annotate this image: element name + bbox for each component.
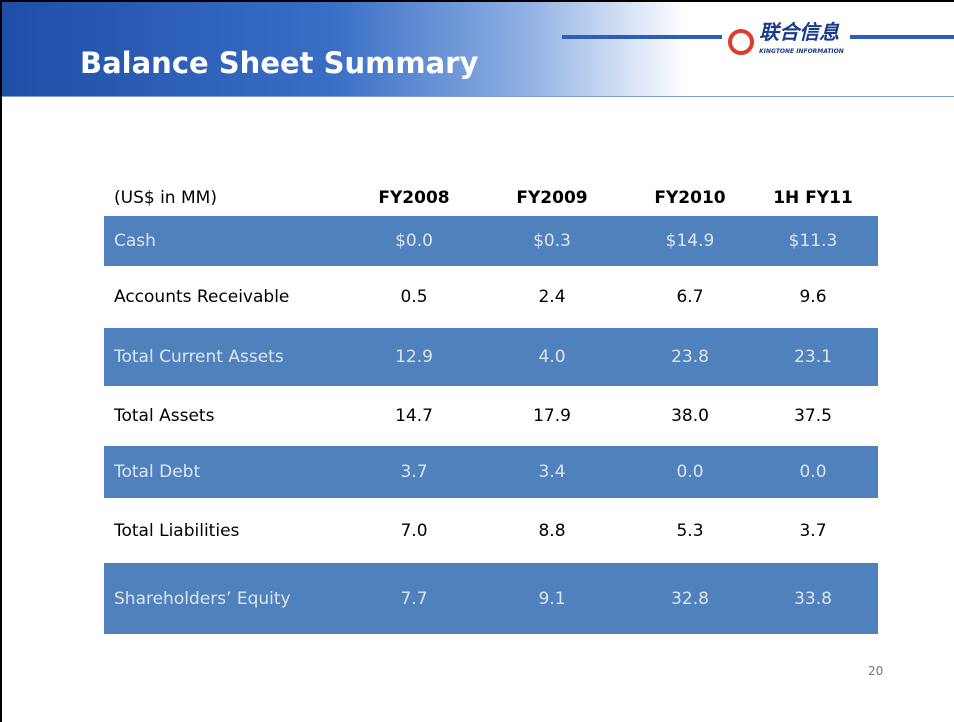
logo-subtext: KINGTONE INFORMATION (759, 48, 844, 55)
cell-value: 1H FY11 (773, 188, 853, 208)
table-row: Total Assets 14.7 17.9 38.0 37.5 (104, 386, 878, 446)
cell-value: FY2010 (654, 188, 726, 208)
table-row: Total Debt 3.7 3.4 0.0 0.0 (104, 446, 878, 498)
table: (US$ in MM) FY2008 FY2009 FY2010 1H FY11 Cash… (104, 180, 878, 634)
row-label: Total Liabilities (114, 520, 240, 541)
cell-value: 23.8 (671, 347, 709, 367)
row-label: Total Assets (114, 406, 215, 426)
cell-value: $14.9 (665, 231, 715, 251)
cell-value: 14.7 (395, 406, 433, 426)
cell-value: 9.6 (799, 287, 827, 307)
cell-value: 3.7 (799, 520, 827, 541)
table-row: Shareholders’ Equity 7.7 9.1 32.8 33.8 (104, 563, 878, 634)
cell-value: 17.9 (533, 406, 571, 426)
cell-value: 3.7 (400, 462, 428, 482)
cell-value: 0.0 (676, 462, 704, 482)
cell-value: 5.3 (676, 520, 704, 541)
logo-name: 联合信息 (759, 20, 840, 44)
logo: 联合信息 KINGTONE INFORMATION (722, 22, 850, 62)
table-row: Total Liabilities 7.0 8.8 5.3 3.7 (104, 498, 878, 563)
page-number: 20 (868, 664, 884, 678)
cell-value: 0.0 (799, 462, 827, 482)
cell-value: 23.1 (794, 347, 832, 367)
cell-value: $11.3 (788, 231, 838, 251)
cell-value: 7.0 (400, 520, 428, 541)
cell-value: $0.0 (395, 231, 433, 251)
cell-value: 4.0 (538, 347, 566, 367)
cell-value: FY2009 (516, 188, 588, 208)
cell-value: 3.4 (538, 462, 566, 482)
cell-value: 12.9 (395, 347, 433, 367)
row-label: Accounts Receivable (114, 287, 290, 307)
cell-value: 0.5 (400, 287, 428, 307)
cell-value: 38.0 (671, 406, 709, 426)
table-row: Accounts Receivable 0.5 2.4 6.7 9.6 (104, 266, 878, 328)
cell-value: FY2008 (378, 188, 450, 208)
cell-value: 37.5 (794, 406, 832, 426)
title: Balance Sheet Summary (80, 46, 479, 80)
cell-value: 2.4 (538, 287, 566, 307)
row-label: Cash (114, 231, 156, 251)
cell-value: 6.7 (676, 287, 704, 307)
logo-mark (728, 29, 754, 55)
cell-value: 8.8 (538, 520, 566, 541)
cell-value: 9.1 (538, 588, 566, 609)
row-label: (US$ in MM) (114, 188, 217, 208)
row-label: Total Current Assets (114, 347, 284, 367)
cell-value: 32.8 (671, 588, 709, 609)
header-row: (US$ in MM) FY2008 FY2009 FY2010 1H FY11 (104, 180, 878, 216)
table-row: Total Current Assets 12.9 4.0 23.8 23.1 (104, 328, 878, 386)
logo-text: 联合信息 KINGTONE INFORMATION (759, 22, 844, 62)
table-row: Cash $0.0 $0.3 $14.9 $11.3 (104, 216, 878, 266)
cell-value: 7.7 (400, 588, 428, 609)
cell-value: 33.8 (794, 588, 832, 609)
row-label: Shareholders’ Equity (114, 588, 291, 609)
cell-value: $0.3 (533, 231, 571, 251)
row-label: Total Debt (114, 462, 201, 482)
